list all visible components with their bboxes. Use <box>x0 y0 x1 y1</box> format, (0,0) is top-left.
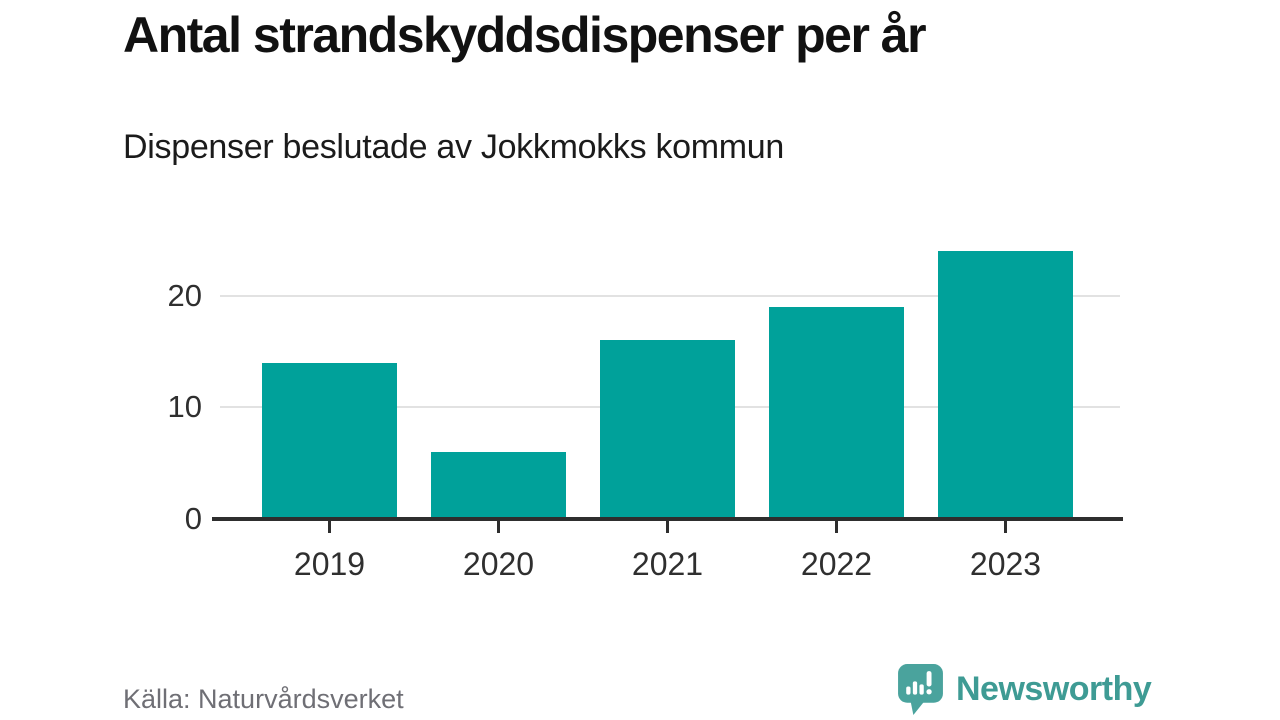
y-axis-label: 0 <box>184 501 202 536</box>
x-tick-2022 <box>835 521 838 533</box>
x-tick-2019 <box>328 521 331 533</box>
x-axis-line <box>212 517 1123 521</box>
newsworthy-logo-text: Newsworthy <box>956 670 1152 708</box>
bar-2020 <box>431 452 566 519</box>
x-axis-label: 2023 <box>969 546 1042 582</box>
x-axis-label: 2020 <box>462 546 535 582</box>
newsworthy-logo: Newsworthy <box>898 664 1152 715</box>
x-tick-2023 <box>1004 521 1007 533</box>
x-axis-label: 2022 <box>800 546 873 582</box>
x-axis-label: 2021 <box>631 546 704 582</box>
plot-area: 0 10 20 2019 2020 2021 2022 2023 <box>168 240 1123 582</box>
gridline-20 <box>220 294 1120 297</box>
newsworthy-icon <box>898 664 943 715</box>
x-tick-2021 <box>666 521 669 533</box>
x-axis-label: 2019 <box>293 546 366 582</box>
chart-subtitle: Dispenser beslutade av Jokkmokks kommun <box>123 128 785 166</box>
bar-2019 <box>262 362 397 519</box>
y-axis-label: 20 <box>167 277 202 313</box>
y-axis-label: 10 <box>167 389 202 425</box>
x-tick-2020 <box>497 521 500 533</box>
chart-title: Antal strandskyddsdispenser per år <box>123 7 927 63</box>
bar-2021 <box>600 340 735 519</box>
source-label: Källa: Naturvårdsverket <box>123 684 404 714</box>
bar-2023 <box>938 251 1073 519</box>
bar-2022 <box>769 306 904 519</box>
